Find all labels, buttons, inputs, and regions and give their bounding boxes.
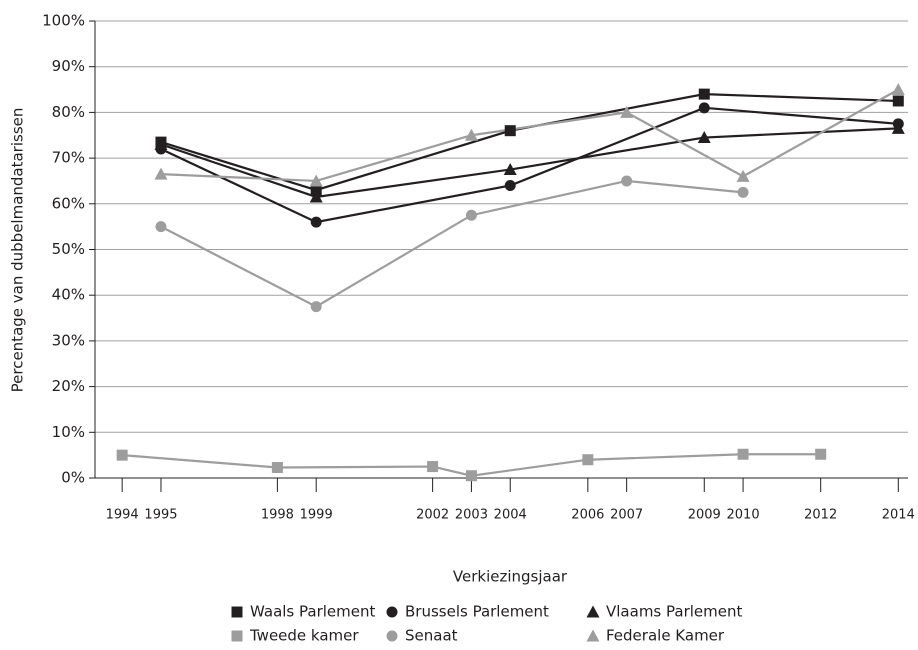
x-tick-label: 2010 <box>727 508 760 523</box>
data-point <box>504 180 516 192</box>
data-point <box>465 470 477 482</box>
x-tick-label: 2009 <box>688 508 721 523</box>
data-point <box>620 105 634 118</box>
data-point <box>504 125 516 137</box>
legend-marker <box>586 605 600 618</box>
y-tick-label: 50% <box>52 240 85 258</box>
x-axis-label: Verkiezingsjaar <box>453 568 568 586</box>
legend-label: Tweede kamer <box>249 627 359 645</box>
series-line <box>160 179 744 308</box>
data-point <box>310 216 322 228</box>
y-tick-label: 60% <box>52 194 85 212</box>
x-tick-label: 1994 <box>106 508 139 523</box>
data-point <box>891 83 905 96</box>
data-point <box>427 461 439 473</box>
y-axis-label: Percentage van dubbelmandatarissen <box>9 108 27 393</box>
legend-marker <box>386 606 398 618</box>
data-point <box>736 169 750 182</box>
legend-label: Brussels Parlement <box>405 603 549 621</box>
data-point <box>465 209 477 221</box>
data-point <box>155 221 167 233</box>
y-tick-label: 20% <box>52 377 85 395</box>
data-point <box>154 137 168 150</box>
data-point <box>698 88 710 100</box>
data-point <box>697 131 711 144</box>
data-point <box>582 454 594 466</box>
data-point <box>891 121 905 134</box>
y-tick-label: 100% <box>42 12 85 30</box>
legend-marker <box>231 606 243 618</box>
data-point <box>154 167 168 180</box>
x-tick-label: 1998 <box>261 508 294 523</box>
x-tick-label: 2012 <box>804 508 837 523</box>
x-tick-label: 1995 <box>144 508 177 523</box>
legend-marker <box>386 630 398 642</box>
series-line <box>160 88 899 183</box>
y-tick-label: 0% <box>61 469 85 487</box>
legend-marker <box>231 630 243 642</box>
data-point <box>309 190 323 203</box>
data-point <box>698 102 710 114</box>
legend-marker <box>586 629 600 642</box>
data-point <box>815 448 827 460</box>
y-tick-label: 80% <box>52 103 85 121</box>
y-tick-label: 10% <box>52 423 85 441</box>
legend-label: Waals Parlement <box>250 603 375 621</box>
data-point <box>271 461 283 473</box>
data-point <box>464 128 478 141</box>
y-tick-label: 70% <box>52 149 85 167</box>
data-point <box>116 449 128 461</box>
data-point <box>621 175 633 187</box>
series-line <box>160 127 899 199</box>
legend-label: Vlaams Parlement <box>606 603 742 621</box>
x-tick-label: 2006 <box>571 508 604 523</box>
legend-label: Federale Kamer <box>606 627 725 645</box>
data-point <box>310 301 322 313</box>
x-tick-label: 2004 <box>494 508 527 523</box>
x-tick-label: 1999 <box>300 508 333 523</box>
data-point <box>737 186 749 198</box>
x-tick-label: 2002 <box>416 508 449 523</box>
data-point <box>310 184 322 196</box>
data-point <box>737 448 749 460</box>
x-tick-label: 2007 <box>610 508 643 523</box>
x-tick-label: 2003 <box>455 508 488 523</box>
x-tick-label: 2014 <box>882 508 915 523</box>
y-tick-label: 40% <box>52 286 85 304</box>
series-line <box>160 106 899 224</box>
data-point <box>309 174 323 187</box>
data-point <box>503 163 517 176</box>
y-tick-label: 30% <box>52 331 85 349</box>
series-line <box>160 93 899 192</box>
data-point <box>892 95 904 107</box>
legend-label: Senaat <box>405 627 458 645</box>
y-tick-label: 90% <box>52 57 85 75</box>
